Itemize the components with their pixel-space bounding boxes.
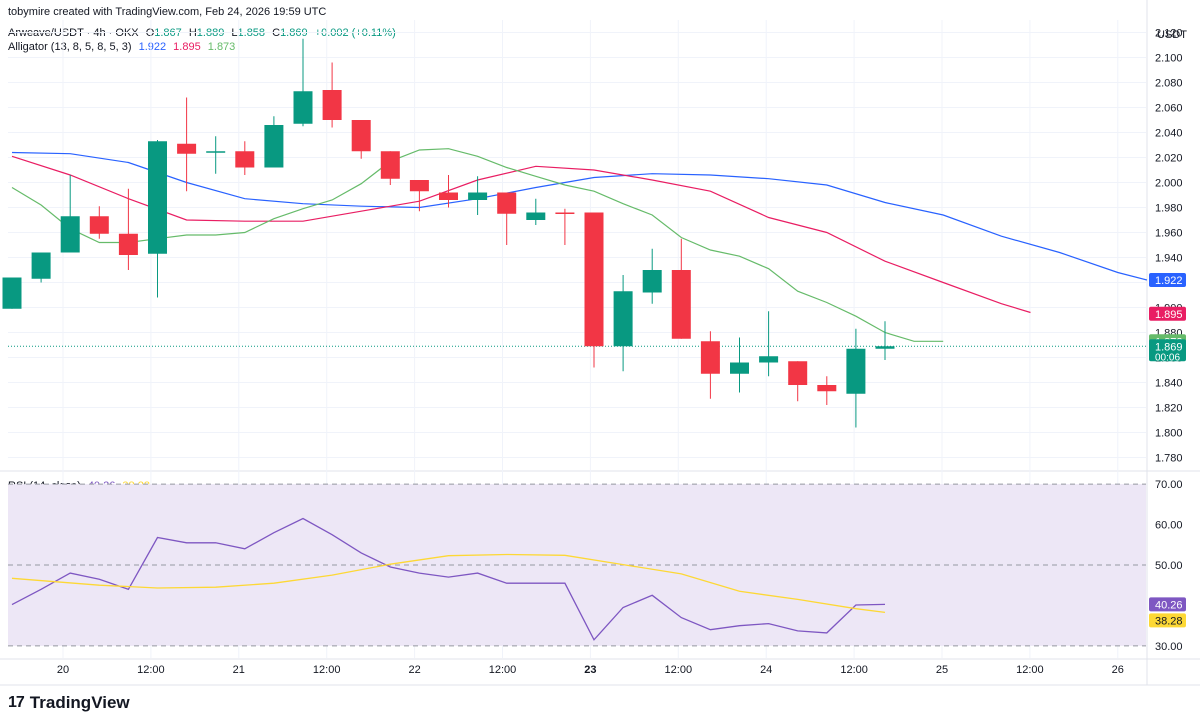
- teeth-price-label-bg: [1149, 306, 1186, 321]
- rsi-price-label-bg: [1149, 597, 1186, 612]
- time-tick-label: 22: [408, 664, 420, 676]
- rsi-tick-label: 60.00: [1155, 520, 1183, 532]
- alligator-lips-line: [11, 148, 944, 342]
- time-tick-label: 21: [233, 664, 245, 676]
- candle-body-down: [555, 212, 575, 214]
- candle-body-up: [468, 192, 488, 200]
- candle-body-down: [322, 90, 342, 120]
- currency-label: USDT: [1157, 29, 1187, 41]
- price-tick-label: 1.940: [1155, 253, 1183, 265]
- rsi-price-label: 40.26: [1155, 599, 1183, 611]
- last-price-label: 1.869: [1155, 341, 1183, 353]
- price-tick-label: 1.840: [1155, 378, 1183, 390]
- price-tick-label: 1.980: [1155, 203, 1183, 215]
- candle-body-up: [846, 348, 866, 394]
- time-tick-label: 26: [1112, 664, 1124, 676]
- candle-body-down: [118, 233, 138, 255]
- time-tick-label: 12:00: [489, 664, 517, 676]
- candle-body-up: [642, 270, 662, 293]
- alligator-teeth-line: [11, 155, 1031, 314]
- candle-body-down: [235, 151, 255, 168]
- price-tick-label: 2.000: [1155, 178, 1183, 190]
- price-tick-label: 2.120: [1155, 28, 1183, 40]
- time-tick-label: 25: [936, 664, 948, 676]
- alligator-name: Alligator (13, 8, 5, 8, 5, 3): [8, 41, 132, 53]
- price-tick-label: 2.100: [1155, 53, 1183, 65]
- tradingview-logo[interactable]: 17 TradingView: [8, 693, 130, 713]
- rsi-tick-label: 30.00: [1155, 641, 1183, 653]
- candle-body-up: [526, 212, 546, 220]
- candle-body-up: [2, 277, 22, 309]
- attribution-text: tobymire created with TradingView.com, F…: [8, 6, 327, 18]
- rsi-ma-price-label: 38.28: [1155, 615, 1183, 627]
- time-tick-label: 12:00: [665, 664, 693, 676]
- candle-body-down: [89, 216, 109, 234]
- time-tick-label: 24: [760, 664, 772, 676]
- jaw-price-label: 1.922: [1155, 275, 1183, 287]
- alligator-lips-value: 1.873: [207, 41, 236, 53]
- candle-body-up: [875, 346, 895, 349]
- rsi-ma-line: [11, 553, 886, 614]
- rsi-tick-label: 70.00: [1155, 479, 1183, 491]
- candle-body-down: [788, 361, 808, 385]
- candle-body-down: [351, 120, 371, 152]
- jaw-price-label-bg: [1149, 273, 1186, 287]
- candle-body-down: [177, 143, 197, 154]
- price-tick-label: 2.060: [1155, 103, 1183, 115]
- candle-body-down: [584, 212, 604, 347]
- candle-body-down: [409, 180, 429, 192]
- countdown-label: 00:06: [1155, 352, 1180, 363]
- candle-body-up: [31, 252, 51, 279]
- alligator-teeth-value: 1.895: [173, 41, 201, 53]
- time-tick-label: 20: [57, 664, 69, 676]
- price-tick-label: 1.960: [1155, 228, 1183, 240]
- alligator-jaw-line: [11, 151, 1148, 281]
- candle-body-up: [60, 216, 80, 253]
- candle-body-down: [380, 151, 400, 179]
- price-tick-label: 2.020: [1155, 153, 1183, 165]
- alligator-legend[interactable]: Alligator (13, 8, 5, 8, 5, 3) 1.922 1.89…: [8, 41, 239, 53]
- teeth-price-label: 1.895: [1155, 309, 1183, 321]
- tradingview-logo-text: TradingView: [29, 693, 130, 712]
- candle-body-up: [293, 91, 313, 124]
- candle-body-up: [613, 291, 633, 347]
- price-tick-label: 1.800: [1155, 428, 1183, 440]
- alligator-jaw-value: 1.922: [138, 41, 167, 53]
- price-tick-label: 1.780: [1155, 453, 1183, 465]
- time-tick-label: 12:00: [840, 664, 868, 676]
- candle-body-down: [439, 192, 458, 200]
- candle-body-down: [497, 192, 517, 214]
- time-tick-label: 12:00: [1016, 664, 1044, 676]
- price-tick-label: 1.820: [1155, 403, 1183, 415]
- candle-body-down: [817, 385, 837, 392]
- last-price-label-bg: [1149, 339, 1186, 362]
- price-tick-label: 2.080: [1155, 78, 1183, 90]
- tradingview-logo-icon: 17: [8, 694, 25, 711]
- candle-body-up: [264, 125, 284, 168]
- time-tick-label: 12:00: [137, 664, 165, 676]
- candle-body-down: [700, 341, 720, 374]
- price-tick-label: 2.040: [1155, 128, 1183, 140]
- candle-body-up: [759, 356, 779, 363]
- candle-body-up: [206, 151, 226, 153]
- candle-body-up: [148, 141, 167, 254]
- time-tick-label: 23: [584, 664, 596, 676]
- rsi-ma-price-label-bg: [1149, 613, 1186, 628]
- rsi-tick-label: 50.00: [1155, 560, 1183, 572]
- candle-body-down: [671, 270, 691, 339]
- rsi-line: [11, 517, 886, 641]
- candle-body-up: [730, 362, 749, 374]
- time-tick-label: 12:00: [313, 664, 341, 676]
